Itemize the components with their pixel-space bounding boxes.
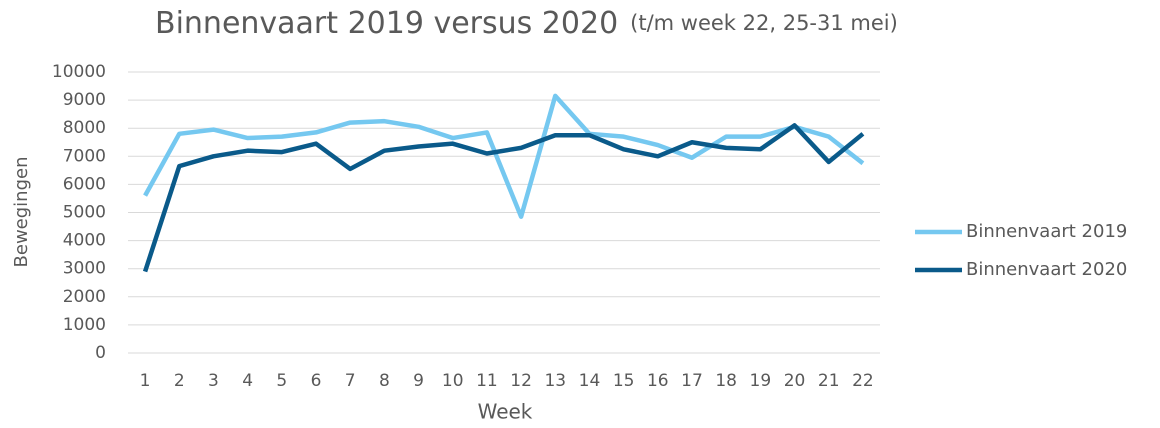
y-tick-label: 10000 bbox=[52, 62, 106, 82]
legend-label: Binnenvaart 2019 bbox=[966, 221, 1127, 242]
x-tick-label: 5 bbox=[276, 371, 287, 391]
y-tick-label: 8000 bbox=[63, 118, 106, 138]
y-tick-label: 6000 bbox=[63, 174, 106, 194]
x-tick-label: 4 bbox=[242, 371, 253, 391]
y-tick-label: 3000 bbox=[63, 259, 106, 279]
y-tick-label: 9000 bbox=[63, 90, 106, 110]
x-tick-label: 14 bbox=[579, 371, 601, 391]
x-tick-label: 17 bbox=[681, 371, 703, 391]
y-tick-label: 5000 bbox=[63, 203, 106, 223]
series-line bbox=[142, 123, 865, 273]
x-tick-label: 1 bbox=[140, 371, 151, 391]
y-tick-label: 0 bbox=[95, 343, 106, 363]
x-tick-label: 21 bbox=[818, 371, 840, 391]
x-tick-label: 13 bbox=[544, 371, 566, 391]
y-axis-label: Bewegingen bbox=[11, 157, 32, 268]
y-tick-label: 1000 bbox=[63, 315, 106, 335]
legend-label: Binnenvaart 2020 bbox=[966, 259, 1127, 280]
series-line bbox=[143, 93, 865, 219]
y-tick-label: 7000 bbox=[63, 146, 106, 166]
x-tick-label: 11 bbox=[476, 371, 498, 391]
y-tick-label: 4000 bbox=[63, 231, 106, 251]
x-tick-label: 3 bbox=[208, 371, 219, 391]
x-tick-label: 16 bbox=[647, 371, 669, 391]
chart-subtitle: (t/m week 22, 25-31 mei) bbox=[630, 11, 898, 35]
x-tick-label: 8 bbox=[379, 371, 390, 391]
x-tick-label: 10 bbox=[442, 371, 464, 391]
x-tick-label: 6 bbox=[311, 371, 322, 391]
y-tick-label: 2000 bbox=[63, 287, 106, 307]
x-tick-label: 9 bbox=[413, 371, 424, 391]
x-tick-label: 12 bbox=[510, 371, 532, 391]
x-tick-label: 2 bbox=[174, 371, 185, 391]
x-axis-label: Week bbox=[478, 400, 533, 424]
x-tick-label: 22 bbox=[852, 371, 874, 391]
x-tick-label: 20 bbox=[784, 371, 806, 391]
x-tick-label: 15 bbox=[613, 371, 635, 391]
x-tick-label: 7 bbox=[345, 371, 356, 391]
chart-title: Binnenvaart 2019 versus 2020 bbox=[155, 6, 618, 41]
chart-title-group: Binnenvaart 2019 versus 2020 (t/m week 22… bbox=[155, 6, 898, 41]
x-tick-label: 19 bbox=[750, 371, 772, 391]
x-tick-label: 18 bbox=[715, 371, 737, 391]
